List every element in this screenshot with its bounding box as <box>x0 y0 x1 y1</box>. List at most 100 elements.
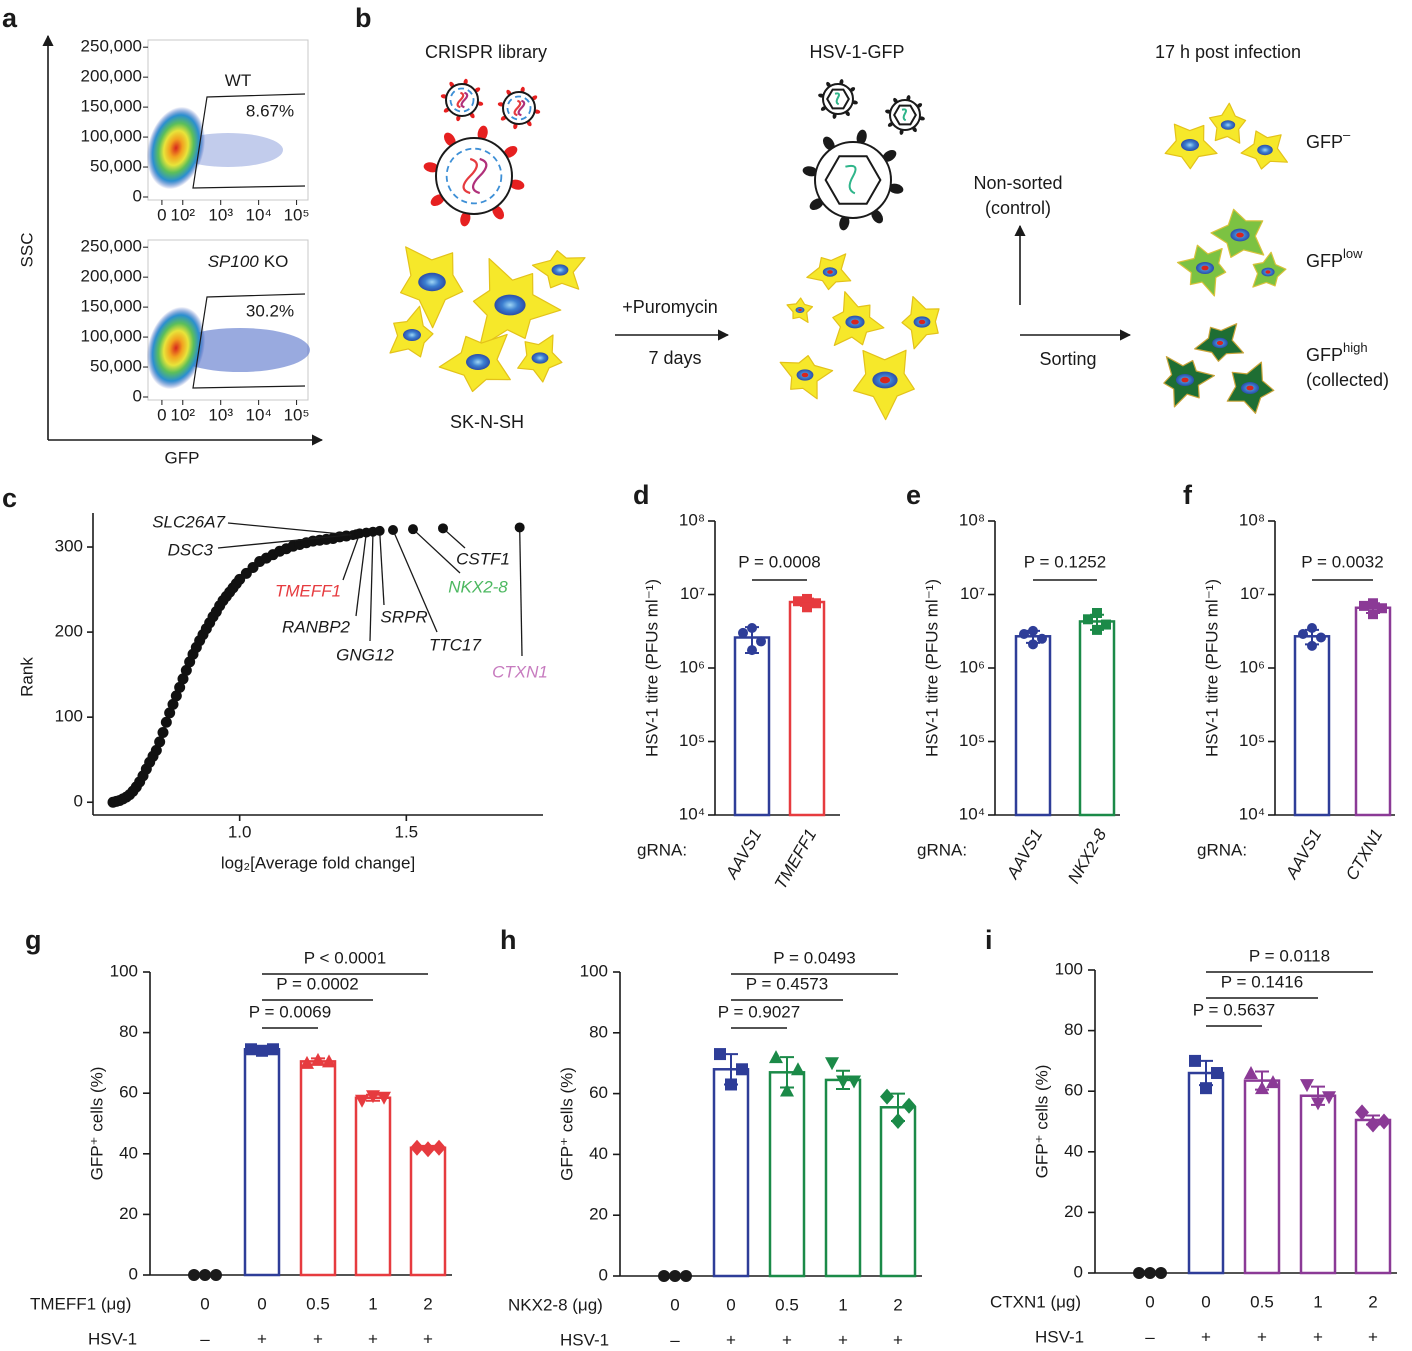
dose-label: 0 <box>257 1294 266 1313</box>
y-tick-label: 10⁸ <box>959 510 985 529</box>
dose-label: 0 <box>1201 1292 1210 1311</box>
x-tick-label: 10⁴ <box>246 205 272 224</box>
nucleus <box>531 352 549 364</box>
replicate-point <box>1300 1079 1314 1093</box>
event-density <box>146 306 206 390</box>
replicate-point <box>802 593 812 604</box>
population-base: GFP <box>1306 345 1343 365</box>
label-leader <box>392 529 438 633</box>
infection-label: + <box>1257 1327 1267 1346</box>
capsid <box>826 88 850 110</box>
virus-spike <box>856 129 867 145</box>
virus-spike <box>443 132 456 147</box>
y-axis-label: Rank <box>17 657 36 697</box>
nucleus-dot <box>1181 377 1189 383</box>
panel-label: e <box>906 480 921 510</box>
event-density <box>146 106 206 190</box>
gene-label: TMEFF1 <box>275 581 341 600</box>
bar <box>354 1096 392 1277</box>
y-tick-label: 250,000 <box>81 37 142 56</box>
replicate-point <box>1092 624 1102 635</box>
bar <box>824 1078 862 1278</box>
gene-point <box>160 716 172 728</box>
guide <box>471 157 488 195</box>
replicate-point <box>1255 1081 1269 1095</box>
nucleus-dot <box>1216 340 1224 346</box>
plot-frame <box>147 239 309 401</box>
replicate-point <box>793 596 803 607</box>
replicate-point <box>1366 1116 1380 1133</box>
replicate-point <box>1266 1075 1280 1089</box>
nucleus <box>1220 120 1236 130</box>
infection-label: + <box>838 1330 848 1349</box>
y-tick-label: 40 <box>119 1143 138 1162</box>
replicate-point <box>802 602 812 613</box>
p-value: P = 0.0032 <box>1301 552 1383 571</box>
p-value: P < 0.0001 <box>304 948 386 967</box>
infection-label: + <box>893 1330 903 1349</box>
replicate-point <box>836 1075 850 1089</box>
infection-label: + <box>1201 1327 1211 1346</box>
y-tick-label: 100,000 <box>81 127 142 146</box>
y-tick-label: 250,000 <box>81 237 142 256</box>
replicate-point <box>669 1270 681 1282</box>
y-tick-label: 40 <box>1064 1141 1083 1160</box>
y-tick-label: 80 <box>1064 1020 1083 1039</box>
gene-point <box>180 664 192 676</box>
replicate-point <box>1083 614 1093 625</box>
dose-label: 0 <box>670 1295 679 1314</box>
y-axis-label: GFP⁺ cells (%) <box>87 1067 106 1181</box>
gene-label: CSTF1 <box>456 549 510 568</box>
gene-label: GNG12 <box>336 645 394 664</box>
y-tick-label: 200,000 <box>81 267 142 286</box>
gate-name-text: WT <box>225 71 251 90</box>
y-axis-label: GFP⁺ cells (%) <box>1032 1065 1051 1179</box>
replicate-point <box>210 1269 222 1281</box>
category-label: CTXN1 <box>1342 826 1386 884</box>
replicate-point <box>738 627 748 638</box>
nucleus <box>418 272 446 292</box>
y-tick-label: 100 <box>1055 959 1083 978</box>
y-tick-label: 10⁵ <box>959 731 985 750</box>
p-value: P = 0.0118 <box>1249 946 1330 965</box>
y-tick-label: 10⁷ <box>1240 584 1265 603</box>
gene-point <box>174 681 186 693</box>
gene-point <box>514 522 525 533</box>
infection-label: + <box>1313 1327 1323 1346</box>
replicate-point <box>1037 633 1047 644</box>
x-tick-label: 10² <box>170 205 195 224</box>
label-leader <box>519 527 523 657</box>
category-label: NKX2-8 <box>1064 825 1110 887</box>
x-tick-label: 10³ <box>208 405 233 424</box>
dose-row-label: TMEFF1 (μg) <box>30 1294 131 1313</box>
p-value: P = 0.0008 <box>738 552 820 571</box>
category-prefix: gRNA: <box>917 840 967 859</box>
y-tick-label: 10⁵ <box>1239 731 1265 750</box>
control-label: Non-sorted <box>973 173 1062 193</box>
gate-gene: SP100 <box>208 252 260 271</box>
x-tick-label: 0 <box>157 405 166 424</box>
y-axis-label: GFP⁺ cells (%) <box>557 1067 576 1181</box>
replicate-point <box>658 1270 670 1282</box>
virus-spike <box>888 183 904 194</box>
panel-label: a <box>2 3 18 33</box>
y-tick-label: 80 <box>119 1022 138 1041</box>
bar <box>1078 620 1116 817</box>
genome <box>834 92 840 106</box>
treatment-label: +Puromycin <box>622 297 718 317</box>
infection-label: + <box>257 1329 267 1348</box>
gate <box>192 293 306 389</box>
virus-spike <box>882 149 897 162</box>
dose-label: 0.5 <box>775 1295 799 1314</box>
nucleus-dot <box>801 372 809 378</box>
p-value: P = 0.0493 <box>773 948 855 967</box>
virus-spike <box>802 166 818 177</box>
replicate-point <box>791 1062 805 1076</box>
gene-label: TTC17 <box>429 635 482 654</box>
nucleus-dot <box>1265 270 1271 274</box>
p-value: P = 0.5637 <box>1193 1000 1275 1019</box>
replicate-point <box>1028 639 1038 650</box>
virus-spike <box>871 209 884 224</box>
infection-row-label: HSV-1 <box>1035 1327 1084 1346</box>
bar <box>1354 1118 1392 1275</box>
